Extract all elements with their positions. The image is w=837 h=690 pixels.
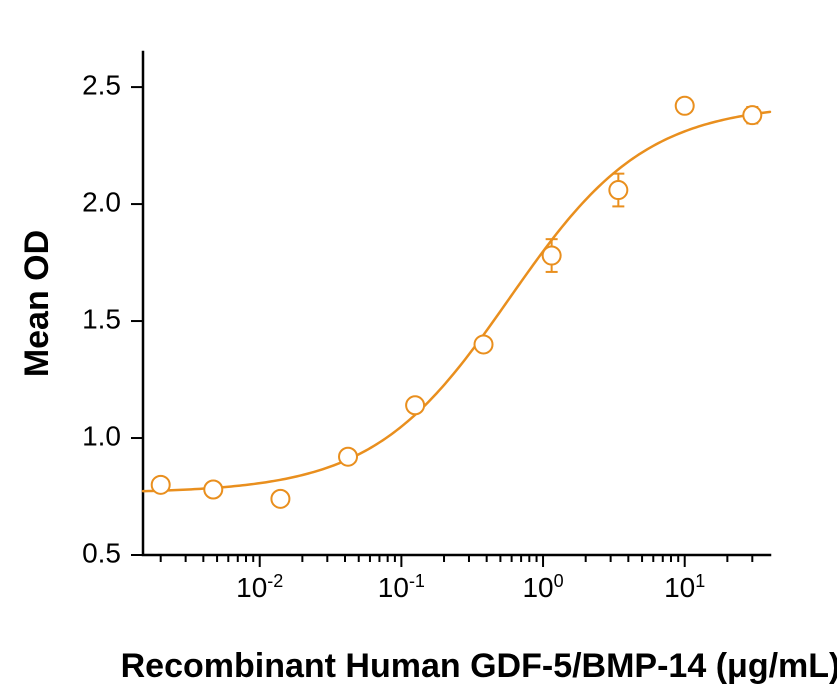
- data-marker: [339, 448, 357, 466]
- data-marker: [152, 476, 170, 494]
- data-marker: [743, 106, 761, 124]
- x-tick-label: 10-2: [236, 571, 283, 603]
- data-marker: [406, 396, 424, 414]
- dose-response-chart: 0.5 1.0 1.5 2.0 2.5 10-2 10-1 100 101 Mean OD Reco…: [0, 0, 837, 690]
- fit-curve: [143, 112, 770, 491]
- y-tick-label: 2.0: [82, 186, 121, 217]
- y-axis-label: Mean OD: [18, 230, 56, 377]
- data-marker: [543, 247, 561, 265]
- data-marker: [676, 97, 694, 115]
- data-marker: [204, 480, 222, 498]
- y-tick-label: 1.0: [82, 420, 121, 451]
- data-marker: [475, 335, 493, 353]
- y-tick-label: 2.5: [82, 69, 121, 100]
- y-tick-label: 0.5: [82, 537, 121, 568]
- data-marker: [271, 490, 289, 508]
- axes: [143, 52, 770, 555]
- x-tick-label: 100: [522, 571, 563, 603]
- x-tick-label: 10-1: [378, 571, 425, 603]
- x-axis-label: Recombinant Human GDF-5/BMP-14 (μg/mL): [121, 647, 837, 685]
- x-tick-label: 101: [664, 571, 705, 603]
- y-tick-label: 1.5: [82, 303, 121, 334]
- data-marker: [609, 181, 627, 199]
- chart-svg: 0.5 1.0 1.5 2.0 2.5 10-2 10-1 100 101 Mean OD Reco…: [0, 0, 837, 690]
